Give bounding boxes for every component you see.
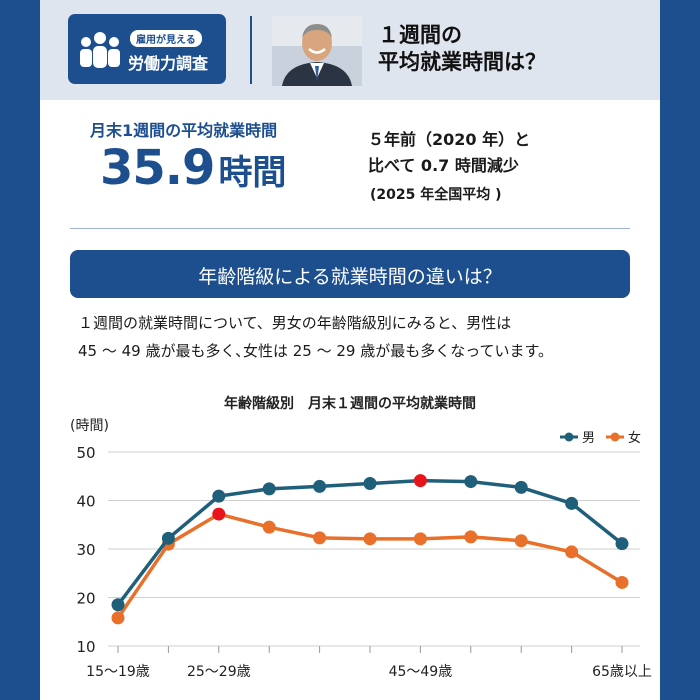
headline-unit: 時間: [218, 153, 287, 193]
data-point-男: [514, 480, 528, 494]
people-icon: [80, 32, 120, 68]
data-point-男: [464, 475, 478, 489]
header-divider: [250, 16, 252, 84]
legend: 男女: [560, 430, 641, 446]
data-point-女: [565, 545, 579, 559]
x-tick-label: 15～19歳: [86, 664, 150, 680]
data-point-男: [212, 489, 226, 503]
legend-label-女: 女: [628, 430, 641, 446]
body-text-line2: 45 ～ 49 歳が最も多く､女性は 25 ～ 29 歳が最も多くなっています。: [78, 342, 553, 360]
y-tick-label: 40: [76, 493, 95, 511]
headline-note-line1: ５年前（2020 年）と: [368, 130, 531, 149]
data-point-女: [464, 530, 478, 544]
y-axis-ticks: 10 20 30 40 50: [76, 444, 95, 656]
person-photo: [272, 16, 362, 86]
data-point-女: [212, 507, 226, 521]
y-tick-label: 30: [76, 541, 95, 559]
series-line-女: [116, 512, 623, 619]
data-point-女: [514, 534, 528, 548]
headline-note-line3: (2025 年全国平均 ): [370, 187, 502, 203]
section-banner-text: 年齢階級による就業時間の違いは？: [198, 266, 502, 288]
y-tick-label: 20: [76, 590, 95, 608]
brand-title: 労働力調査: [128, 54, 209, 73]
data-point-男: [413, 474, 427, 488]
grid-lines: [108, 451, 640, 647]
data-point-女: [413, 532, 427, 546]
header-title-line1: １週間の: [378, 23, 462, 47]
headline-label: 月末1週間の平均就業時間: [90, 121, 278, 140]
legend-marker-女: [610, 432, 620, 442]
headline-figure: 35.9 時間: [100, 140, 286, 196]
data-point-男: [161, 531, 175, 545]
legend-label-男: 男: [582, 431, 595, 446]
data-point-女: [262, 520, 276, 534]
body-text-line1: １週間の就業時間について、男女の年齢階級別にみると、男性は: [78, 314, 512, 332]
y-axis-label: (時間): [70, 418, 109, 434]
data-point-女: [615, 575, 629, 589]
data-point-男: [262, 482, 276, 496]
series-group: [111, 474, 629, 625]
y-tick-label: 10: [76, 638, 95, 656]
data-point-女: [111, 611, 125, 625]
content-panel: 雇用が見える 労働力調査 １週間の 平均就業時間は？ 月末1週間の平均就業時間 …: [40, 0, 660, 700]
x-axis-ticks: 15～19歳 25～29歳 45～49歳 65歳以上: [86, 646, 652, 680]
headline-value: 35.9: [100, 140, 215, 196]
x-tick-label: 25～29歳: [187, 664, 251, 680]
data-point-女: [363, 532, 377, 546]
brand-subtitle: 雇用が見える: [130, 30, 202, 47]
data-point-男: [615, 537, 629, 551]
header: 雇用が見える 労働力調査 １週間の 平均就業時間は？: [40, 0, 660, 100]
x-tick-label: 65歳以上: [592, 664, 652, 680]
x-tick-label: 45～49歳: [389, 664, 453, 680]
data-point-男: [313, 479, 327, 493]
data-point-男: [363, 477, 377, 491]
data-point-男: [111, 598, 125, 612]
data-point-男: [565, 496, 579, 510]
section-banner: 年齢階級による就業時間の違いは？: [70, 250, 630, 298]
headline-note-line2: 比べて 0.7 時間減少: [368, 156, 519, 175]
header-title-line2: 平均就業時間は？: [378, 50, 546, 74]
chart-title: 年齢階級別 月末１週間の平均就業時間: [224, 395, 476, 412]
brand-logo: 雇用が見える 労働力調査: [68, 14, 226, 84]
header-title: １週間の 平均就業時間は？: [378, 22, 546, 76]
section-divider: [70, 228, 630, 229]
y-tick-label: 50: [76, 444, 95, 462]
legend-marker-男: [564, 432, 574, 442]
line-chart: 年齢階級別 月末１週間の平均就業時間 (時間) 10 20 30 40 50 15～19…: [70, 395, 652, 680]
data-point-女: [313, 531, 327, 545]
